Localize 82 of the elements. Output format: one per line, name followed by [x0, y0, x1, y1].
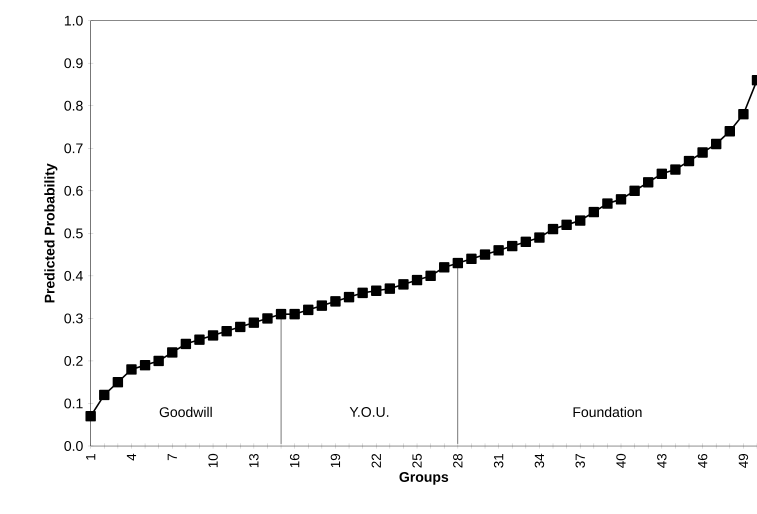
x-tick-label: 22 — [372, 454, 381, 468]
x-tick-label: 7 — [168, 454, 177, 460]
point — [276, 308, 286, 320]
point — [616, 194, 626, 204]
x-tick-label: 31 — [494, 454, 504, 468]
x-tick-label: 34 — [534, 454, 544, 468]
point — [412, 274, 422, 286]
point — [330, 296, 341, 307]
annotation: Y.O.U. — [350, 407, 388, 417]
point — [384, 283, 396, 294]
y-tick-label: 0.4 — [64, 270, 83, 281]
point — [439, 262, 450, 273]
y-tick-label: 0.1 — [64, 398, 83, 408]
point — [180, 338, 192, 350]
point — [520, 236, 532, 248]
point — [629, 186, 640, 196]
y-tick-label: 0.0 — [64, 441, 83, 451]
y-tick-label: 0.3 — [64, 313, 83, 324]
point — [697, 147, 708, 158]
point — [167, 347, 178, 358]
point — [85, 411, 96, 422]
y-tick-label: 0.9 — [64, 58, 83, 68]
point — [194, 334, 205, 345]
y-tick-label: 0.7 — [64, 143, 83, 154]
point — [357, 288, 368, 298]
x-tick-label: 40 — [616, 454, 626, 468]
point — [262, 313, 273, 324]
point — [248, 317, 260, 328]
point — [99, 390, 110, 400]
point — [289, 308, 300, 320]
point — [126, 364, 137, 375]
point — [588, 206, 600, 218]
point — [534, 232, 545, 243]
point — [548, 224, 558, 234]
point — [208, 330, 218, 341]
point — [507, 240, 518, 252]
point — [480, 249, 490, 260]
x-tick-label: 28 — [453, 454, 463, 468]
x-tick-label: 43 — [657, 454, 667, 468]
point — [235, 322, 246, 332]
x-tick-label: 25 — [412, 454, 422, 468]
point — [344, 292, 354, 302]
y-tick-label: 0.6 — [64, 186, 83, 196]
y-tick-label: 1.0 — [64, 16, 83, 26]
point — [738, 109, 749, 120]
point — [452, 258, 464, 268]
y-tick-label: 0.8 — [64, 100, 83, 111]
x-tick-label: 49 — [738, 454, 748, 468]
x-tick-label: 19 — [330, 454, 340, 468]
x-tick-label: 46 — [698, 454, 708, 468]
annotation: Goodwill — [160, 406, 212, 418]
point — [561, 220, 572, 230]
y-axis-title: Predicted Probability — [44, 163, 58, 302]
point — [656, 168, 668, 179]
point — [670, 164, 681, 175]
annotation: Foundation — [574, 406, 642, 418]
point — [575, 215, 586, 226]
point — [316, 300, 328, 311]
point — [153, 356, 164, 366]
point — [684, 156, 694, 166]
point — [711, 138, 722, 150]
x-tick-label: 13 — [249, 454, 259, 468]
x-tick-label: 16 — [290, 454, 300, 468]
point — [425, 270, 436, 282]
point — [493, 245, 504, 256]
point — [398, 279, 409, 290]
x-tick-label: 4 — [126, 454, 136, 460]
point — [112, 376, 124, 388]
point — [643, 177, 654, 188]
point — [371, 286, 382, 296]
x-tick-label: 37 — [576, 454, 585, 468]
x-axis-title: Groups — [400, 472, 448, 485]
point — [724, 126, 735, 136]
point — [303, 304, 314, 316]
y-tick-label: 0.2 — [64, 356, 83, 366]
point — [602, 198, 613, 209]
point — [221, 326, 232, 336]
x-tick-label: 10 — [208, 454, 218, 468]
point — [140, 360, 150, 370]
y-tick-label: 0.5 — [64, 228, 83, 238]
x-tick-label: 1 — [86, 454, 96, 460]
point — [466, 254, 477, 264]
